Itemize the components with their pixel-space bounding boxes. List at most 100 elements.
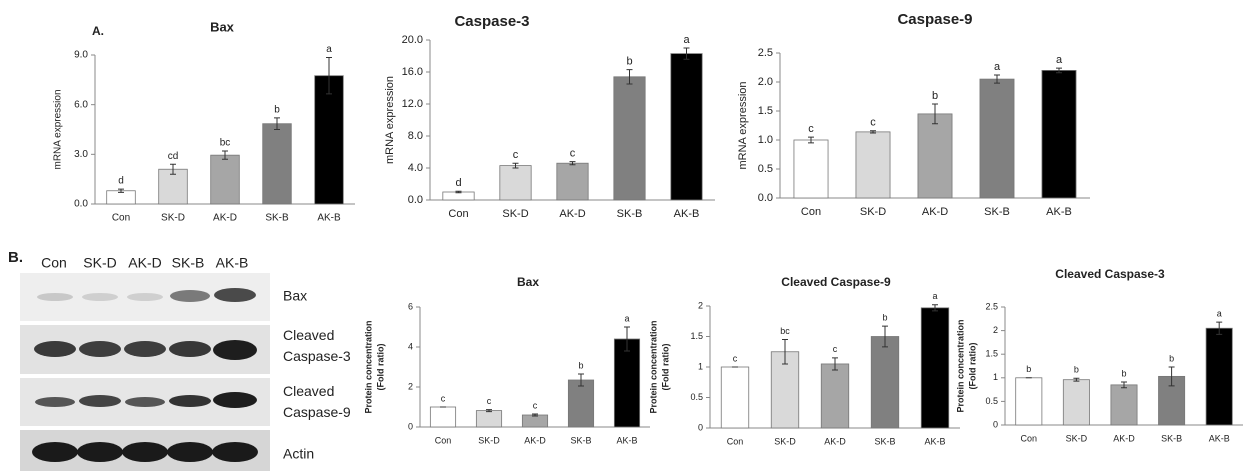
panel-label: A. (92, 24, 104, 38)
y-tick-label: 0 (408, 421, 413, 431)
significance-letter: b (1026, 364, 1031, 374)
significance-letter: bc (220, 138, 231, 149)
significance-letter: a (1056, 54, 1063, 66)
row-label: Bax (283, 288, 307, 304)
x-tick-label: SK-B (984, 206, 1010, 218)
y-tick-label: 1.5 (758, 105, 773, 117)
x-tick-label: AK-B (924, 436, 945, 446)
y-tick-label: 2 (408, 381, 413, 391)
y-tick-label: 12.0 (402, 98, 423, 110)
bar (1063, 380, 1089, 425)
significance-letter: c (533, 400, 538, 410)
y-tick-label: 0.0 (74, 199, 88, 210)
y-tick-label: 0.0 (758, 192, 773, 204)
y-tick-label: 1.0 (758, 134, 773, 146)
bar (721, 367, 749, 428)
significance-letter: b (1074, 365, 1079, 375)
y-tick-label: 6.0 (74, 99, 88, 110)
bar (430, 407, 455, 427)
chart-title: Caspase-3 (454, 13, 529, 30)
y-tick-label: 0.5 (690, 392, 703, 402)
bar (568, 380, 593, 427)
x-tick-label: Con (448, 208, 468, 220)
y-axis-label: Protein concentration (363, 320, 373, 413)
y-tick-label: 8.0 (408, 130, 423, 142)
significance-letter: b (274, 105, 280, 116)
y-tick-label: 0.5 (985, 396, 998, 406)
x-tick-label: AK-B (1046, 206, 1072, 218)
y-tick-label: 2.0 (758, 76, 773, 88)
significance-letter: b (932, 90, 938, 102)
x-tick-label: SK-D (478, 435, 500, 445)
row-label: Cleaved (283, 383, 334, 399)
significance-letter: c (570, 148, 576, 160)
lane-label: SK-D (83, 255, 116, 271)
significance-letter: a (326, 44, 332, 55)
y-tick-label: 1 (698, 361, 703, 371)
lane-label: Con (41, 255, 67, 271)
lane-label: SK-B (172, 255, 205, 271)
y-tick-label: 16.0 (402, 66, 423, 78)
chart-title: Caspase-9 (897, 11, 972, 28)
bar (315, 76, 344, 204)
x-tick-label: Con (801, 206, 821, 218)
significance-letter: b (626, 56, 632, 68)
x-tick-label: AK-B (1209, 433, 1230, 443)
y-axis-label: mRNA expression (737, 81, 749, 169)
bar (500, 166, 531, 200)
y-tick-label: 4.0 (408, 162, 423, 174)
bar (1042, 70, 1076, 198)
bar (1206, 328, 1232, 425)
y-tick-label: 0.5 (758, 163, 773, 175)
significance-letter: cd (168, 151, 179, 162)
row-label: Caspase-3 (283, 348, 351, 364)
x-tick-label: AK-B (317, 213, 341, 224)
significance-letter: d (118, 176, 124, 187)
significance-letter: c (870, 117, 876, 129)
x-tick-label: Con (727, 436, 744, 446)
significance-letter: b (1169, 353, 1174, 363)
x-tick-label: AK-D (824, 436, 846, 446)
bar (980, 79, 1014, 198)
y-tick-label: 1 (993, 372, 998, 382)
x-tick-label: SK-B (874, 436, 895, 446)
y-axis-label: (Fold ratio) (375, 344, 385, 391)
x-tick-label: Con (435, 435, 452, 445)
y-tick-label: 2 (698, 300, 703, 310)
x-tick-label: SK-D (774, 436, 796, 446)
lane-label: AK-B (216, 255, 249, 271)
y-axis-label: mRNA expression (53, 89, 64, 169)
x-tick-label: SK-B (617, 208, 643, 220)
y-axis-label: Protein concentration (648, 320, 658, 413)
row-label: Cleaved (283, 327, 334, 343)
significance-letter: b (882, 313, 887, 323)
bar (476, 411, 501, 427)
x-tick-label: AK-D (1113, 433, 1135, 443)
x-tick-label: SK-D (161, 213, 185, 224)
bar (263, 124, 292, 204)
x-tick-label: SK-D (502, 208, 528, 220)
x-tick-label: Con (112, 213, 130, 224)
bar (522, 415, 547, 427)
x-tick-label: SK-B (1161, 433, 1182, 443)
significance-letter: c (441, 393, 446, 403)
y-tick-label: 1.5 (690, 331, 703, 341)
y-tick-label: 6 (408, 301, 413, 311)
y-tick-label: 1.5 (985, 349, 998, 359)
x-tick-label: AK-D (559, 208, 585, 220)
significance-letter: b (1121, 368, 1126, 378)
x-tick-label: AK-D (524, 435, 546, 445)
significance-letter: c (487, 396, 492, 406)
y-tick-label: 20.0 (402, 34, 423, 46)
significance-letter: c (733, 353, 738, 363)
y-tick-label: 0 (993, 419, 998, 429)
significance-letter: c (833, 344, 838, 354)
x-tick-label: Con (1021, 433, 1038, 443)
y-axis-label: (Fold ratio) (967, 343, 977, 390)
row-label: Caspase-9 (283, 404, 351, 420)
bar (921, 308, 949, 428)
blot-image (20, 273, 270, 471)
bar (614, 77, 645, 200)
bar (614, 339, 639, 427)
significance-letter: c (808, 123, 814, 135)
